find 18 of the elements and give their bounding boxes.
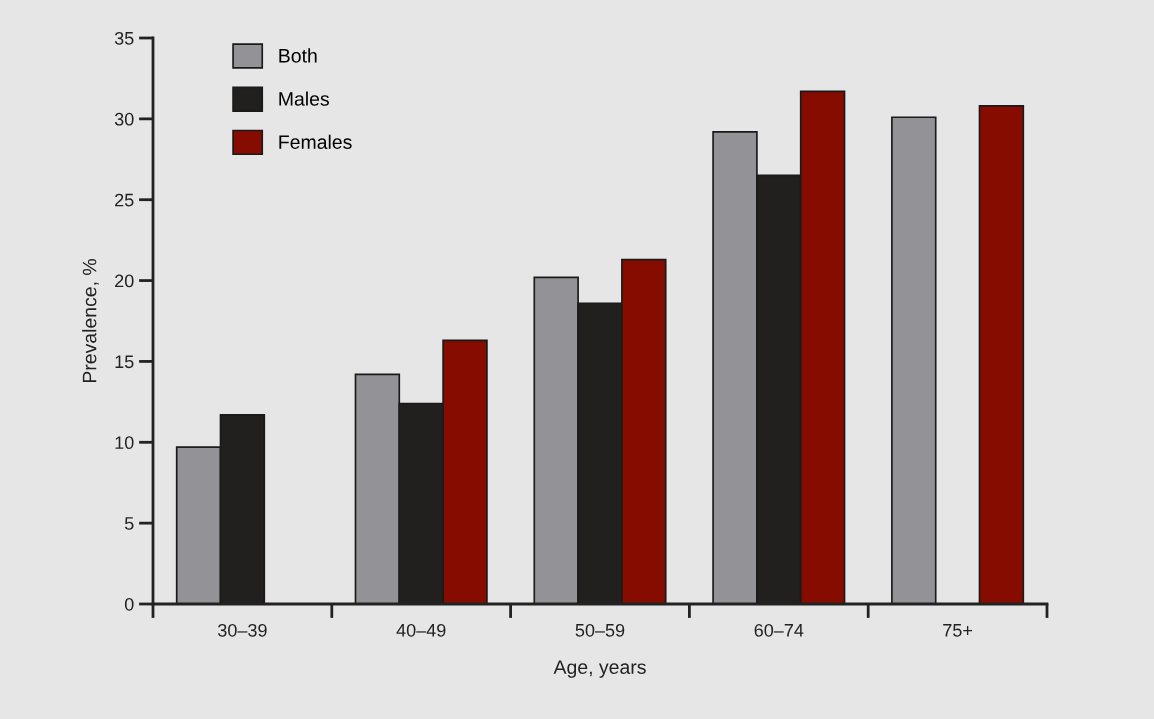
y-tick-label: 5 — [124, 517, 134, 530]
x-tick-label: 50–59 — [575, 623, 625, 637]
y-tick-label: 30 — [114, 112, 134, 126]
y-tick-label: 10 — [115, 436, 134, 450]
y-tick-label: 20 — [115, 274, 134, 288]
legend-label: Females — [279, 134, 352, 149]
x-tick-label: 75+ — [943, 624, 973, 637]
y-axis-title: Prevalence, % — [82, 259, 99, 383]
y-tick-label: 25 — [115, 193, 134, 207]
y-tick-label: 0 — [124, 597, 134, 611]
legend-label: Both — [279, 48, 317, 63]
x-axis-title: Age, years — [553, 660, 646, 678]
legend-label: Males — [279, 91, 329, 106]
x-tick-label: 40–49 — [396, 623, 446, 637]
y-tick-label: 35 — [114, 31, 134, 45]
y-tick-label: 15 — [115, 355, 134, 369]
x-tick-label: 30–39 — [217, 623, 267, 637]
x-tick-label: 60–74 — [754, 623, 804, 637]
